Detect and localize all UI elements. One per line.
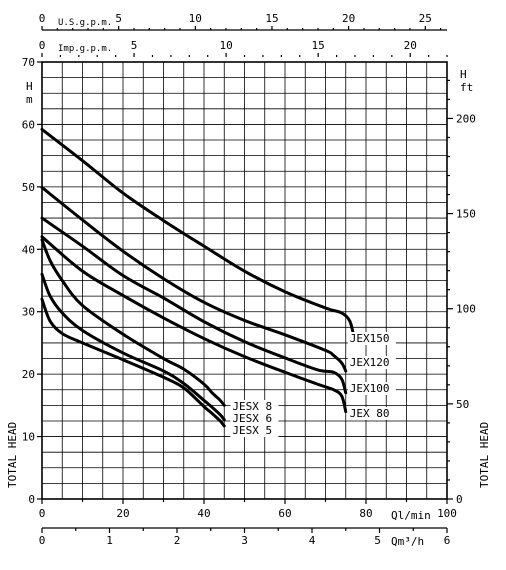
y-tick-label: 30 — [22, 306, 35, 319]
us-gpm-tick-label: 20 — [342, 12, 355, 25]
series-label: JESX 5 — [232, 424, 272, 437]
y-unit-left-m: m — [26, 93, 33, 106]
series-label-bg — [230, 400, 279, 413]
series-line-4 — [40, 238, 226, 407]
us-gpm-tick-label: 5 — [115, 12, 122, 25]
ft-tick-label: 0 — [456, 493, 463, 506]
y-tick-label: 60 — [22, 118, 35, 131]
series-label-bg — [347, 332, 396, 345]
y-unit-right-ft: ft — [460, 81, 473, 94]
m3h-tick-label: 3 — [241, 534, 248, 547]
m3h-tick-label: 1 — [106, 534, 113, 547]
x-tick-label: 40 — [197, 507, 210, 520]
y-tick-label: 10 — [22, 431, 35, 444]
series-label: JEX100 — [350, 382, 390, 395]
ft-tick-label: 200 — [456, 112, 476, 125]
y-tick-label: 20 — [22, 368, 35, 381]
series-line-5 — [40, 272, 226, 422]
x-axis-label: Ql/min — [391, 509, 431, 522]
x-axis-label-m3h: Qm³/h — [391, 535, 424, 548]
x-tick-label: 100 — [437, 507, 457, 520]
series-label: JESX 6 — [232, 412, 272, 425]
y-axis-label-right: TOTAL HEAD — [478, 422, 491, 488]
us-gpm-tick-label: 15 — [265, 12, 278, 25]
series-label-bg — [230, 412, 279, 425]
series-label: JEX120 — [350, 356, 390, 369]
x-tick-label: 60 — [278, 507, 291, 520]
us-gpm-tick-label: 25 — [419, 12, 432, 25]
y-axis-label-left: TOTAL HEAD — [6, 422, 19, 488]
y-unit-left-h: H — [26, 80, 33, 93]
series-line-2 — [40, 216, 348, 395]
x-tick-label: 80 — [359, 507, 372, 520]
series-line-0 — [40, 127, 356, 339]
m3h-tick-label: 0 — [39, 534, 46, 547]
axis-ticks — [37, 26, 453, 533]
series-label-bg — [347, 407, 396, 420]
m3h-tick-label: 5 — [374, 534, 381, 547]
imp-gpm-tick-label: 10 — [219, 39, 232, 52]
series-label: JEX 80 — [350, 407, 390, 420]
imp-gpm-tick-label: 5 — [131, 39, 138, 52]
imp-gpm-tick-label: 0 — [39, 39, 46, 52]
top-axis-2-label: Imp.g.p.m. — [58, 44, 112, 54]
m3h-tick-label: 4 — [309, 534, 316, 547]
series-label-bg — [347, 356, 396, 369]
x-tick-label: 0 — [39, 507, 46, 520]
y-tick-label: 70 — [22, 56, 35, 69]
series-label-bg — [347, 382, 396, 395]
series-label-bg — [230, 424, 279, 437]
imp-gpm-tick-label: 15 — [312, 39, 325, 52]
y-tick-label: 50 — [22, 181, 35, 194]
series-label: JEX150 — [350, 332, 390, 345]
y-unit-right-h: H — [460, 68, 467, 81]
x-tick-label: 20 — [116, 507, 129, 520]
us-gpm-tick-label: 10 — [189, 12, 202, 25]
top-axis-1-label: U.S.g.p.m. — [58, 18, 112, 28]
m3h-tick-label: 2 — [174, 534, 181, 547]
ft-tick-label: 100 — [456, 303, 476, 316]
us-gpm-tick-label: 0 — [39, 12, 46, 25]
m3h-tick-label: 6 — [444, 534, 451, 547]
series-curves — [40, 127, 356, 428]
series-line-6 — [40, 297, 226, 428]
ft-tick-label: 50 — [456, 398, 469, 411]
y-tick-label: 40 — [22, 243, 35, 256]
imp-gpm-tick-label: 20 — [404, 39, 417, 52]
series-line-1 — [40, 185, 348, 373]
y-tick-label: 0 — [28, 493, 35, 506]
ft-tick-label: 150 — [456, 208, 476, 221]
series-label: JESX 8 — [232, 400, 272, 413]
series-line-3 — [40, 235, 348, 414]
